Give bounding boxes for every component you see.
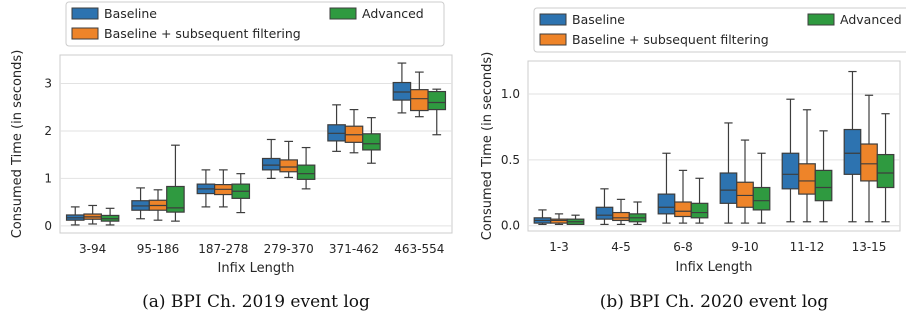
chart-a-box-baseline-subsequent-filtering-463-554 (410, 71, 429, 118)
chart-a-y-ticks: 0 1 2 3 (44, 76, 52, 232)
chart-a-y-tick-label: 2 (44, 124, 52, 138)
chart-b-boxes (533, 70, 895, 226)
chart-b-legend: Baseline Baseline + subsequent filtering… (533, 7, 906, 53)
chart-a-box-advanced-463-554 (427, 88, 447, 136)
chart-a-box-advanced-187-278 (231, 173, 251, 214)
chart-a-box-baseline-187-278 (196, 169, 216, 208)
chart-a-box-baseline-subsequent-filtering-3-94 (83, 204, 102, 225)
chart-b-box-advanced-6-8 (690, 177, 709, 224)
chart-a-x-tick-label: 187-278 (198, 242, 248, 256)
chart-b-grid (528, 93, 900, 227)
chart-b-box-baseline-subsequent-filtering-4-5 (612, 198, 630, 226)
chart-b-y-ticks: 0.0 0.5 1.0 (501, 87, 520, 233)
chart-a-x-tick-label: 371-462 (329, 242, 379, 256)
legend-label-baseline: Baseline (572, 12, 625, 27)
chart-a-panel: 0 1 2 3 3-94 95-186 187-278 279-370 371-462 463-… (10, 1, 453, 312)
chart-b-box-baseline-subsequent-filtering-1-3 (550, 213, 568, 226)
chart-b-box-baseline-11-12 (781, 98, 800, 223)
chart-a-x-tick-label: 279-370 (264, 242, 314, 256)
chart-a-legend: Baseline Baseline + subsequent filtering… (65, 1, 445, 47)
legend-swatch-filtering (539, 33, 567, 46)
chart-b-box-baseline-subsequent-filtering-13-15 (860, 94, 878, 223)
chart-a-box-advanced-95-186 (166, 144, 185, 222)
chart-a-box-advanced-279-370 (296, 146, 316, 190)
chart-a-x-tick-label: 463-554 (394, 242, 444, 256)
legend-swatch-baseline (539, 13, 567, 26)
chart-a-box-baseline-subsequent-filtering-371-462 (344, 108, 364, 154)
chart-a-x-axis-label: Infix Length (218, 261, 295, 276)
chart-b-box-baseline-6-8 (657, 152, 676, 224)
legend-label-filtering: Baseline + subsequent filtering (104, 26, 301, 41)
chart-a-box-baseline-371-462 (327, 104, 346, 152)
chart-a-x-tick-label: 95-186 (137, 242, 180, 256)
legend-label-baseline: Baseline (104, 6, 157, 21)
chart-b-x-ticks: 1-3 4-5 6-8 9-10 11-12 13-15 (549, 240, 886, 254)
chart-b-x-axis-label: Infix Length (676, 260, 753, 275)
legend-label-filtering: Baseline + subsequent filtering (572, 32, 769, 47)
chart-a-y-axis-label: Consumed Time (in seconds) (10, 50, 25, 239)
chart-b-y-axis-label: Consumed Time (in seconds) (480, 52, 495, 241)
chart-b-box-baseline-subsequent-filtering-11-12 (798, 109, 816, 223)
chart-a-box-advanced-3-94 (100, 207, 120, 226)
chart-b-x-tick-label: 4-5 (611, 240, 631, 254)
chart-a-x-ticks: 3-94 95-186 187-278 279-370 371-462 463-554 (79, 242, 444, 256)
chart-a-box-baseline-463-554 (392, 62, 412, 114)
chart-a-x-tick-label: 3-94 (79, 242, 106, 256)
chart-a-box-advanced-371-462 (362, 117, 381, 164)
chart-a-y-tick-label: 0 (44, 219, 52, 233)
chart-b-x-tick-label: 9-10 (731, 240, 758, 254)
chart-a-grid (60, 82, 452, 227)
chart-b-y-tick-label: 0.5 (501, 153, 520, 167)
chart-b-y-tick-label: 1.0 (501, 87, 520, 101)
chart-a-y-tick-label: 3 (44, 76, 52, 90)
chart-b-box-baseline-13-15 (843, 70, 862, 223)
legend-label-advanced: Advanced (840, 12, 902, 27)
chart-b-panel: 0.0 0.5 1.0 1-3 4-5 6-8 9-10 11-12 13-15 Infix … (480, 7, 906, 312)
legend-swatch-advanced (807, 13, 835, 26)
chart-b-box-advanced-9-10 (752, 152, 771, 224)
chart-a-boxes (65, 62, 447, 226)
chart-b-x-tick-label: 1-3 (549, 240, 569, 254)
chart-a-caption: (a) BPI Ch. 2019 event log (142, 292, 370, 312)
chart-b-box-advanced-4-5 (628, 201, 647, 226)
chart-b-y-tick-label: 0.0 (501, 219, 520, 233)
chart-b-x-tick-label: 11-12 (790, 240, 825, 254)
legend-swatch-filtering (71, 27, 99, 40)
chart-b-caption: (b) BPI Ch. 2020 event log (600, 292, 829, 312)
chart-b-plot-area (527, 60, 901, 232)
chart-a-plot-area (59, 54, 453, 234)
chart-b-x-tick-label: 6-8 (673, 240, 693, 254)
chart-a-y-tick-label: 1 (44, 171, 52, 185)
chart-b-box-advanced-1-3 (566, 214, 585, 226)
chart-b-box-advanced-13-15 (876, 113, 895, 223)
legend-swatch-advanced (329, 7, 357, 20)
legend-label-advanced: Advanced (362, 6, 424, 21)
chart-b-box-advanced-11-12 (814, 130, 833, 223)
chart-b-x-tick-label: 13-15 (852, 240, 887, 254)
legend-swatch-baseline (71, 7, 99, 20)
